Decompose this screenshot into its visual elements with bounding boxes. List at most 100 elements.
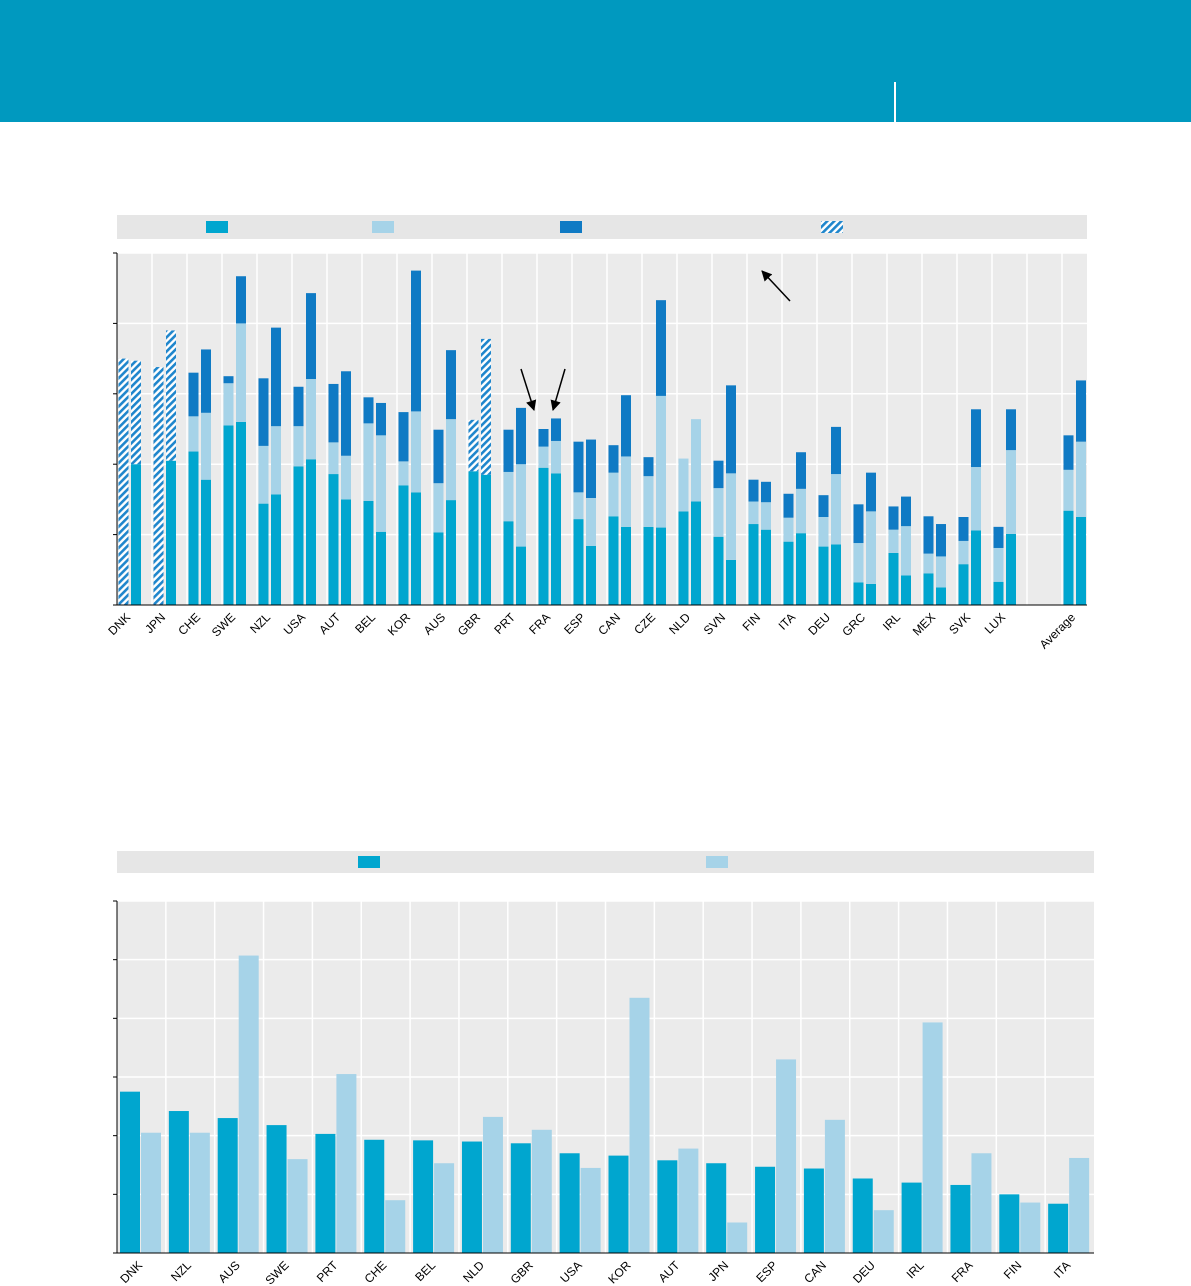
x-tick-label: NLD: [666, 610, 693, 637]
bar: [901, 1182, 922, 1253]
bar: [755, 1166, 776, 1253]
bar-segment: [936, 524, 946, 557]
bar-segment: [643, 476, 654, 527]
bar-segment: [923, 573, 934, 605]
bar-segment: [468, 471, 479, 605]
x-tick-label: DEU: [805, 610, 833, 638]
bar-segment: [258, 503, 269, 605]
bar-segment: [293, 386, 304, 427]
bar-segment: [586, 545, 596, 605]
bar-segment: [656, 300, 666, 396]
legend-swatch-2: [706, 856, 728, 868]
bar-segment: [306, 293, 316, 380]
bar-segment: [306, 379, 316, 460]
x-tick-label: Average: [1037, 610, 1079, 652]
x-tick-label: CHE: [175, 610, 203, 638]
x-tick-label: SVN: [701, 610, 728, 637]
x-tick-label: ESP: [561, 610, 588, 637]
x-tick-label: SWE: [262, 1258, 291, 1286]
x-tick-label: AUS: [421, 610, 448, 637]
bar-segment: [621, 395, 631, 457]
bar-segment: [748, 501, 759, 525]
bar-segment: [761, 481, 771, 503]
bar: [950, 1184, 971, 1253]
bar-segment: [958, 564, 969, 605]
bar-segment: [538, 446, 549, 468]
x-tick-label: DEU: [850, 1258, 878, 1286]
bar: [776, 1059, 797, 1253]
bar: [510, 1143, 531, 1253]
bar-segment: [796, 452, 806, 489]
bar-segment: [853, 543, 864, 583]
bar-segment: [888, 552, 899, 605]
chart-1: DNK JPN CHE SWE NZL USA AUT BEL KOR AUS GBR PRT FRA E…: [105, 215, 1087, 652]
bar: [385, 1200, 406, 1253]
bar-segment: [1006, 450, 1016, 534]
bar-segment: [131, 360, 141, 465]
x-tick-label: IRL: [880, 610, 903, 633]
bar-segment: [538, 467, 549, 605]
x-tick-label: ESP: [753, 1258, 780, 1285]
bar: [873, 1210, 894, 1253]
bar-segment: [328, 442, 339, 475]
bar-segment: [551, 418, 561, 441]
x-tick-label: DNK: [105, 610, 133, 638]
legend-swatch-4: [821, 221, 843, 233]
bar: [413, 1140, 434, 1253]
bar-segment: [831, 544, 841, 605]
x-tick-label: FIN: [1001, 1258, 1025, 1282]
bar-segment: [503, 521, 514, 605]
bar-segment: [866, 511, 876, 584]
bar-segment: [293, 466, 304, 605]
bar-segment: [411, 270, 421, 412]
x-tick-label: PRT: [314, 1258, 341, 1285]
x-tick-label: GRC: [839, 610, 868, 639]
bar-segment: [678, 511, 689, 605]
bar-segment: [761, 529, 771, 605]
bar-segment: [271, 327, 281, 427]
bar: [803, 1168, 824, 1253]
bar-segment: [236, 421, 246, 605]
bar-segment: [551, 473, 561, 605]
x-tick-label: SVK: [946, 610, 973, 637]
bar-segment: [363, 423, 374, 501]
bar-segment: [608, 516, 619, 605]
bar-segment: [818, 495, 829, 517]
bar-segment: [643, 457, 654, 477]
bar: [678, 1148, 699, 1253]
bar-segment: [258, 378, 269, 446]
bar-segment: [468, 419, 479, 472]
bar: [482, 1116, 503, 1253]
bar-segment: [923, 553, 934, 574]
x-tick-label: SWE: [209, 610, 238, 639]
bar-segment: [573, 492, 584, 520]
bar-segment: [446, 350, 456, 420]
legend-swatch-2: [372, 221, 394, 233]
bar: [461, 1141, 482, 1253]
bar-segment: [188, 416, 199, 452]
bar-segment: [328, 383, 339, 443]
bar: [706, 1163, 727, 1253]
bar-segment: [516, 407, 526, 465]
bar-segment: [923, 516, 934, 554]
bar-segment: [398, 412, 409, 462]
bar: [189, 1132, 210, 1253]
bar-segment: [726, 559, 736, 605]
bar: [1048, 1203, 1069, 1253]
x-tick-label: USA: [281, 610, 308, 637]
bar-segment: [188, 372, 199, 417]
x-tick-label: JPN: [142, 610, 168, 636]
bar-segment: [551, 440, 561, 474]
bar-segment: [958, 517, 969, 541]
bar: [1069, 1157, 1090, 1253]
bar-segment: [201, 349, 211, 413]
bar-segment: [971, 530, 981, 605]
bar-segment: [761, 502, 771, 530]
bar-segment: [258, 445, 269, 504]
bar-segment: [446, 419, 456, 501]
bar-segment: [223, 376, 234, 384]
bar-segment: [306, 459, 316, 605]
bar-segment: [586, 439, 596, 498]
x-tick-label: USA: [557, 1258, 584, 1285]
